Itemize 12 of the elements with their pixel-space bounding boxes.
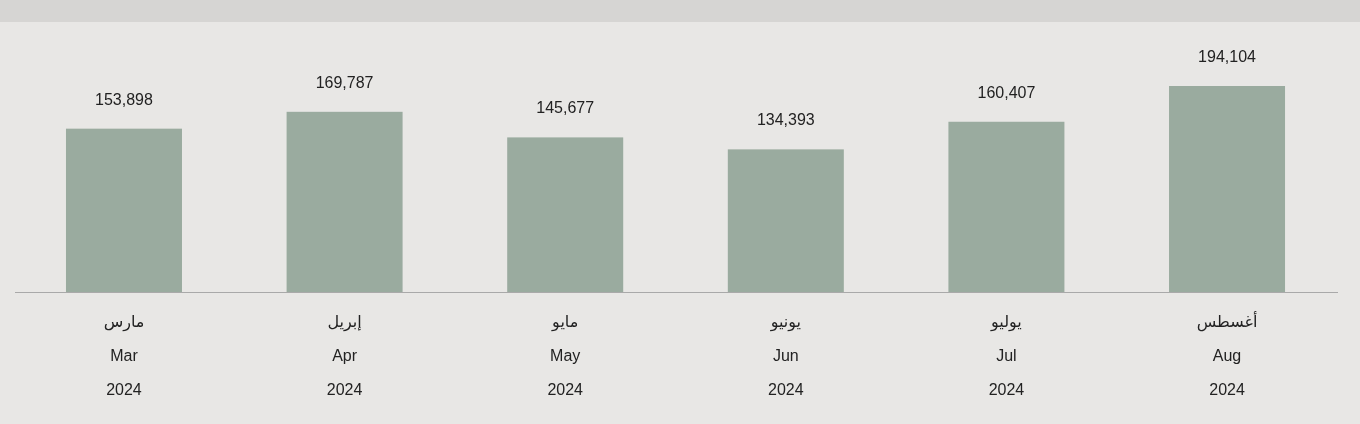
data-label: 145,677 xyxy=(536,99,595,117)
data-label: 153,898 xyxy=(95,90,153,108)
bar xyxy=(1169,86,1286,292)
bar xyxy=(507,137,624,292)
data-label: 160,407 xyxy=(977,83,1036,101)
data-label: 194,104 xyxy=(1198,48,1257,65)
bar xyxy=(948,121,1065,292)
bar xyxy=(286,111,403,292)
bar xyxy=(65,128,182,292)
data-label: 134,393 xyxy=(756,111,815,129)
bar xyxy=(727,149,844,292)
data-label: 169,787 xyxy=(315,73,374,91)
